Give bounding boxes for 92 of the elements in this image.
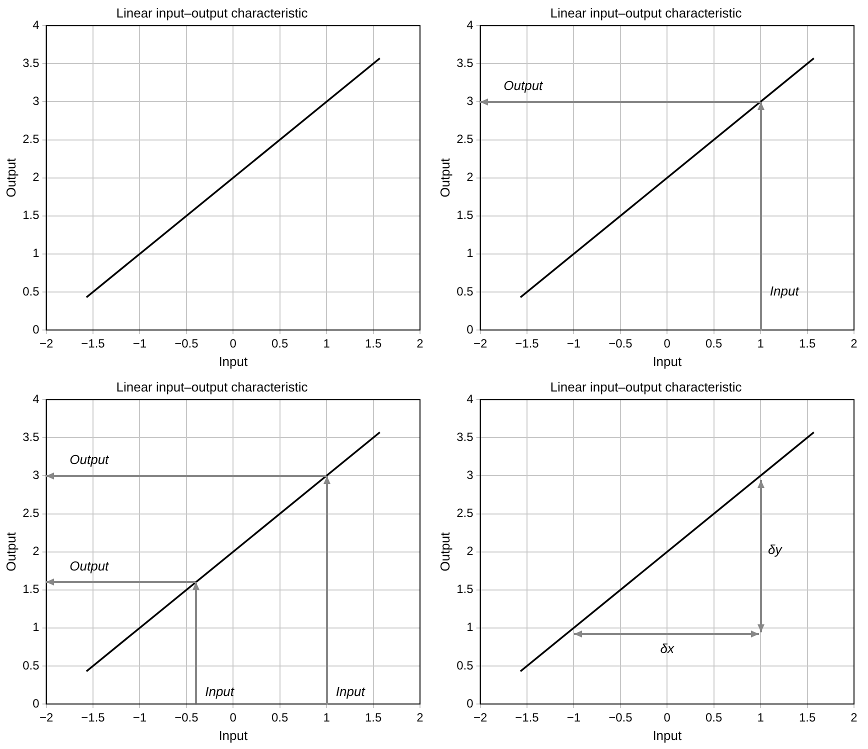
x-axis-title: Input (652, 354, 682, 369)
annotation: Output (70, 452, 110, 468)
y-tick-label: 0 (32, 322, 40, 336)
x-tick-label: 1.5 (798, 710, 816, 725)
x-tick-label: −1 (566, 710, 581, 725)
annotation: Output (70, 558, 110, 574)
x-tick-label: 1.5 (364, 336, 382, 351)
y-tick-label: 2 (466, 170, 474, 184)
y-tick-label: 1.5 (22, 582, 40, 596)
y-tick-label: 4 (466, 392, 474, 406)
y-axis-title: Output (3, 158, 18, 198)
chart-title: Linear input–output characteristic (550, 5, 742, 20)
x-tick-label: −2 (473, 336, 488, 351)
x-tick-label: 2 (850, 710, 858, 725)
y-tick-label: 3.5 (456, 430, 474, 444)
x-tick-label: 0.5 (706, 336, 723, 351)
y-axis-title: Output (437, 532, 452, 572)
chart-title: Linear input–output characteristic (116, 5, 308, 20)
y-tick-label: 2.5 (456, 132, 474, 146)
y-tick-label: 0 (466, 696, 474, 710)
x-tick-label: 0.5 (272, 710, 289, 725)
y-axis-title: Output (3, 532, 18, 572)
y-tick-label: 0.5 (456, 658, 474, 672)
x-tick-label: −1.5 (515, 336, 540, 351)
chart-title: Linear input–output characteristic (116, 379, 308, 394)
x-tick-label: 0 (230, 710, 237, 725)
x-tick-label: 2 (416, 710, 424, 725)
x-axis-title: Input (218, 728, 248, 743)
x-tick-label: −1 (566, 336, 581, 351)
x-tick-label: −1 (132, 336, 147, 351)
annotation: Input (205, 684, 236, 700)
y-tick-label: 3 (466, 468, 474, 482)
x-tick-label: 2 (850, 336, 858, 351)
x-tick-label: 1 (757, 336, 764, 351)
x-axis-title: Input (218, 354, 248, 369)
x-tick-label: −0.5 (174, 710, 199, 725)
chart-title: Linear input–output characteristic (550, 379, 742, 394)
annotation: Output (504, 78, 544, 94)
y-axis-title: Output (437, 158, 452, 198)
x-tick-label: 0.5 (706, 710, 723, 725)
x-tick-label: 1 (757, 710, 764, 725)
y-tick-label: 4 (32, 18, 40, 32)
y-tick-label: 1 (32, 246, 40, 260)
x-tick-label: 1.5 (798, 336, 816, 351)
y-tick-label: 3.5 (22, 430, 40, 444)
y-tick-label: 3 (32, 468, 40, 482)
x-tick-label: −2 (473, 710, 488, 725)
y-tick-label: 2 (32, 170, 40, 184)
y-tick-label: 0 (466, 322, 474, 336)
x-tick-label: −1.5 (81, 336, 106, 351)
x-tick-label: 1.5 (364, 710, 382, 725)
x-tick-label: 0 (664, 710, 671, 725)
x-tick-label: −0.5 (174, 336, 199, 351)
y-tick-label: 1 (466, 246, 474, 260)
annotation: Input (336, 684, 366, 700)
y-tick-label: 2.5 (22, 132, 40, 146)
y-tick-label: 3 (466, 94, 474, 108)
y-tick-label: 2 (466, 544, 474, 558)
x-tick-label: −2 (39, 336, 54, 351)
y-tick-label: 3 (32, 94, 40, 108)
x-tick-label: −0.5 (608, 336, 633, 351)
y-tick-label: 1.5 (456, 582, 474, 596)
x-tick-label: 0 (230, 336, 237, 351)
x-tick-label: −1 (132, 710, 147, 725)
y-tick-label: 4 (466, 18, 474, 32)
x-tick-label: 1 (323, 336, 330, 351)
x-tick-label: 2 (416, 336, 424, 351)
annotation: δy (768, 542, 784, 557)
annotation: δx (660, 640, 674, 656)
x-tick-label: −0.5 (608, 710, 633, 725)
annotation: Input (770, 284, 800, 299)
x-tick-label: 1 (323, 710, 330, 725)
y-tick-label: 1.5 (22, 208, 40, 222)
x-tick-label: 0.5 (272, 336, 289, 351)
y-tick-label: 2.5 (456, 506, 474, 520)
y-tick-label: 2.5 (22, 506, 40, 520)
y-tick-label: 3.5 (456, 56, 474, 70)
y-tick-label: 3.5 (22, 56, 40, 70)
y-tick-label: 0.5 (456, 284, 474, 298)
y-tick-label: 1.5 (456, 208, 474, 222)
y-tick-label: 0.5 (22, 284, 40, 298)
x-tick-label: −1.5 (81, 710, 106, 725)
x-tick-label: −2 (39, 710, 54, 725)
y-tick-label: 4 (32, 392, 40, 406)
y-tick-label: 2 (32, 544, 40, 558)
y-tick-label: 0 (32, 696, 40, 710)
x-tick-label: 0 (664, 336, 671, 351)
y-tick-label: 1 (32, 620, 40, 634)
y-tick-label: 0.5 (22, 658, 40, 672)
x-tick-label: −1.5 (515, 710, 540, 725)
y-tick-label: 1 (466, 620, 474, 634)
x-axis-title: Input (652, 728, 682, 743)
